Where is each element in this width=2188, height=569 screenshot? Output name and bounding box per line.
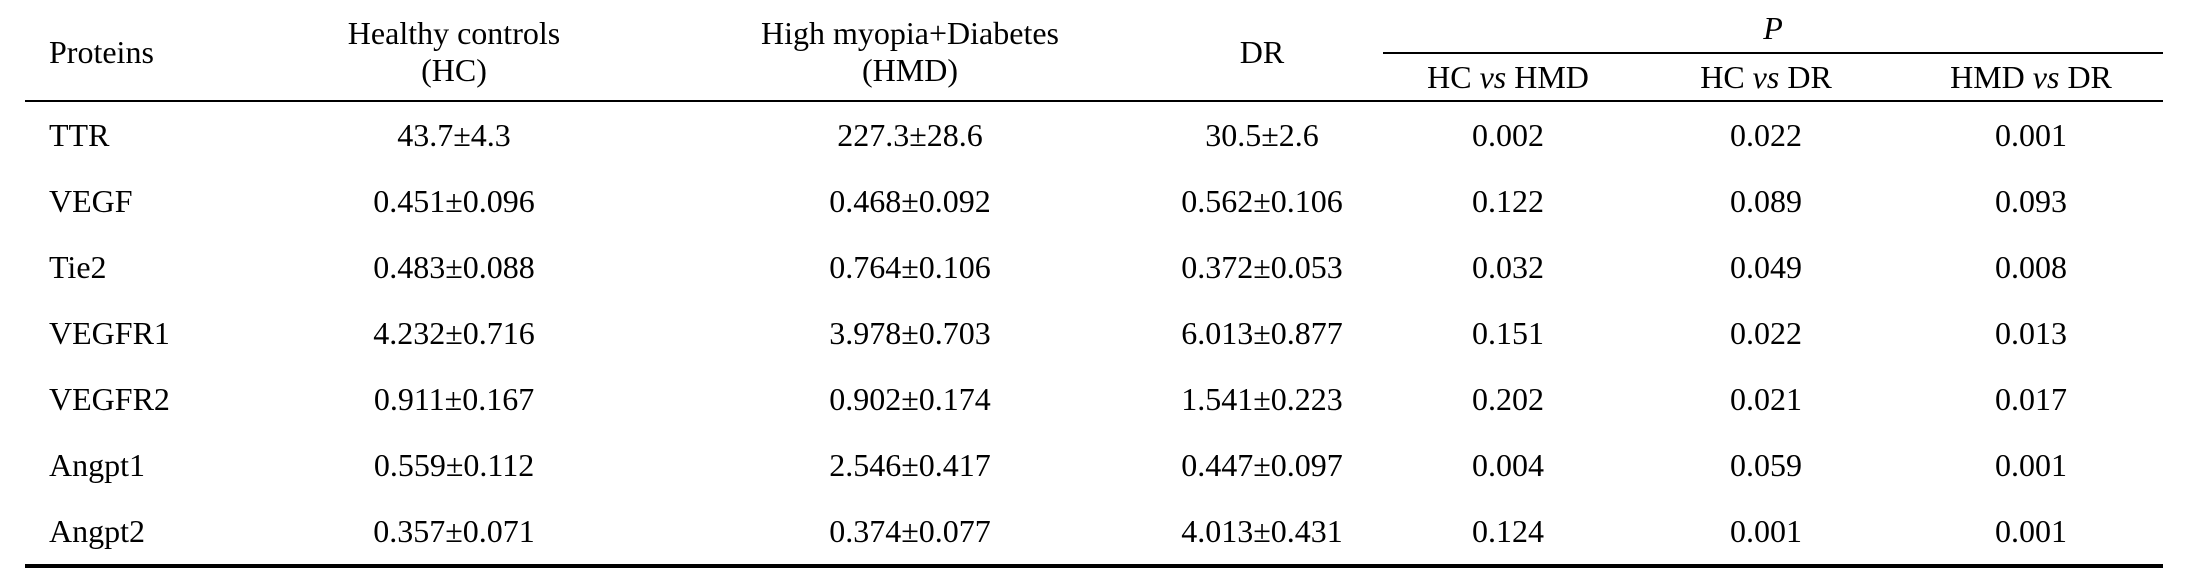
cell-p-hc-hmd: 0.004 <box>1472 446 1544 483</box>
cell-p-hc-hmd: 0.151 <box>1472 314 1544 351</box>
cell-p-hc-hmd: 0.202 <box>1472 380 1544 417</box>
table-body: TTR 43.7±4.3 227.3±28.6 30.5±2.6 0.002 0… <box>25 101 2163 568</box>
cell-dr: 0.372±0.053 <box>1181 248 1343 285</box>
header-cmp2-b: DR <box>1787 58 1832 95</box>
table-row: VEGFR1 4.232±0.716 3.978±0.703 6.013±0.8… <box>25 300 2163 366</box>
cell-p-hc-dr: 0.022 <box>1730 314 1802 351</box>
cell-p-hc-hmd: 0.124 <box>1383 498 1633 568</box>
cell-p-hmd-dr: 0.001 <box>1995 446 2067 483</box>
cell-hmd: 227.3±28.6 <box>837 116 983 153</box>
cell-p-hmd-dr: 0.001 <box>1899 498 2163 568</box>
cell-hmd: 0.374±0.077 <box>679 498 1141 568</box>
header-cmp1-b: HMD <box>1514 58 1589 95</box>
header-hmd-line2: (HMD) <box>862 52 958 88</box>
header-proteins: Proteins <box>25 0 229 102</box>
table-row: Tie2 0.483±0.088 0.764±0.106 0.372±0.053… <box>25 234 2163 300</box>
cell-hc: 0.483±0.088 <box>373 248 535 285</box>
cell-hc: 43.7±4.3 <box>397 116 511 153</box>
cell-hc: 0.559±0.112 <box>373 446 535 483</box>
cell-hc: 0.451±0.096 <box>373 182 535 219</box>
cell-protein: VEGFR1 <box>49 314 170 351</box>
header-cmp3-b: DR <box>2067 58 2112 95</box>
cell-p-hmd-dr: 0.017 <box>1995 380 2067 417</box>
table-header: Proteins Healthy controls (HC) High myop… <box>25 0 2163 102</box>
header-cmp2-a: HC <box>1700 58 1745 95</box>
table-row: Angpt2 0.357±0.071 0.374±0.077 4.013±0.4… <box>25 498 2163 568</box>
table-row: VEGFR2 0.911±0.167 0.902±0.174 1.541±0.2… <box>25 366 2163 432</box>
header-healthy-controls: Healthy controls (HC) <box>229 0 679 102</box>
cell-p-hmd-dr: 0.093 <box>1995 182 2067 219</box>
cell-protein: Tie2 <box>49 248 107 285</box>
cell-dr: 0.447±0.097 <box>1181 446 1343 483</box>
cell-p-hc-dr: 0.049 <box>1730 248 1802 285</box>
cell-hmd: 3.978±0.703 <box>829 314 991 351</box>
header-cmp2-vs: vs <box>1752 58 1780 95</box>
header-hc-vs-dr: HC vs DR <box>1633 53 1899 102</box>
protein-comparison-table-wrapper: Proteins Healthy controls (HC) High myop… <box>25 0 2163 568</box>
cell-hc: 0.357±0.071 <box>229 498 679 568</box>
cell-p-hmd-dr: 0.001 <box>1995 116 2067 153</box>
table-row: VEGF 0.451±0.096 0.468±0.092 0.562±0.106… <box>25 168 2163 234</box>
cell-protein: VEGF <box>49 182 133 219</box>
header-p-value: P <box>1383 0 2163 54</box>
cell-dr: 1.541±0.223 <box>1181 380 1343 417</box>
cell-p-hc-dr: 0.021 <box>1730 380 1802 417</box>
header-hc-line2: (HC) <box>421 52 487 88</box>
cell-hmd: 0.764±0.106 <box>829 248 991 285</box>
cell-dr: 0.562±0.106 <box>1181 182 1343 219</box>
cell-p-hc-dr: 0.089 <box>1730 182 1802 219</box>
cell-protein: VEGFR2 <box>49 380 170 417</box>
cell-protein: TTR <box>49 116 110 153</box>
header-cmp3-a: HMD <box>1950 58 2025 95</box>
cell-hmd: 2.546±0.417 <box>829 446 991 483</box>
header-cmp1-a: HC <box>1427 58 1472 95</box>
cell-dr: 30.5±2.6 <box>1205 116 1319 153</box>
cell-dr: 4.013±0.431 <box>1141 498 1383 568</box>
cell-dr: 6.013±0.877 <box>1181 314 1343 351</box>
header-dr: DR <box>1141 0 1383 102</box>
cell-p-hmd-dr: 0.013 <box>1995 314 2067 351</box>
cell-p-hc-dr: 0.001 <box>1633 498 1899 568</box>
header-hmd-vs-dr: HMD vs DR <box>1899 53 2163 102</box>
header-cmp3-vs: vs <box>2032 58 2060 95</box>
header-high-myopia-diabetes: High myopia+Diabetes (HMD) <box>679 0 1141 102</box>
header-hmd-line1: High myopia+Diabetes <box>761 15 1059 52</box>
cell-p-hc-dr: 0.059 <box>1730 446 1802 483</box>
cell-hc: 0.911±0.167 <box>373 380 535 417</box>
cell-protein: Angpt2 <box>25 498 229 568</box>
cell-p-hc-hmd: 0.002 <box>1472 116 1544 153</box>
cell-hc: 4.232±0.716 <box>373 314 535 351</box>
cell-p-hc-dr: 0.022 <box>1730 116 1802 153</box>
header-hc-vs-hmd: HC vs HMD <box>1383 53 1633 102</box>
cell-hmd: 0.902±0.174 <box>829 380 991 417</box>
table-row: Angpt1 0.559±0.112 2.546±0.417 0.447±0.0… <box>25 432 2163 498</box>
table-row: TTR 43.7±4.3 227.3±28.6 30.5±2.6 0.002 0… <box>25 101 2163 168</box>
header-hc-line1: Healthy controls <box>347 15 561 52</box>
cell-p-hc-hmd: 0.032 <box>1472 248 1544 285</box>
cell-p-hmd-dr: 0.008 <box>1995 248 2067 285</box>
protein-comparison-table: Proteins Healthy controls (HC) High myop… <box>25 0 2163 568</box>
header-cmp1-vs: vs <box>1479 58 1507 95</box>
cell-hmd: 0.468±0.092 <box>829 182 991 219</box>
cell-p-hc-hmd: 0.122 <box>1472 182 1544 219</box>
cell-protein: Angpt1 <box>49 446 145 483</box>
